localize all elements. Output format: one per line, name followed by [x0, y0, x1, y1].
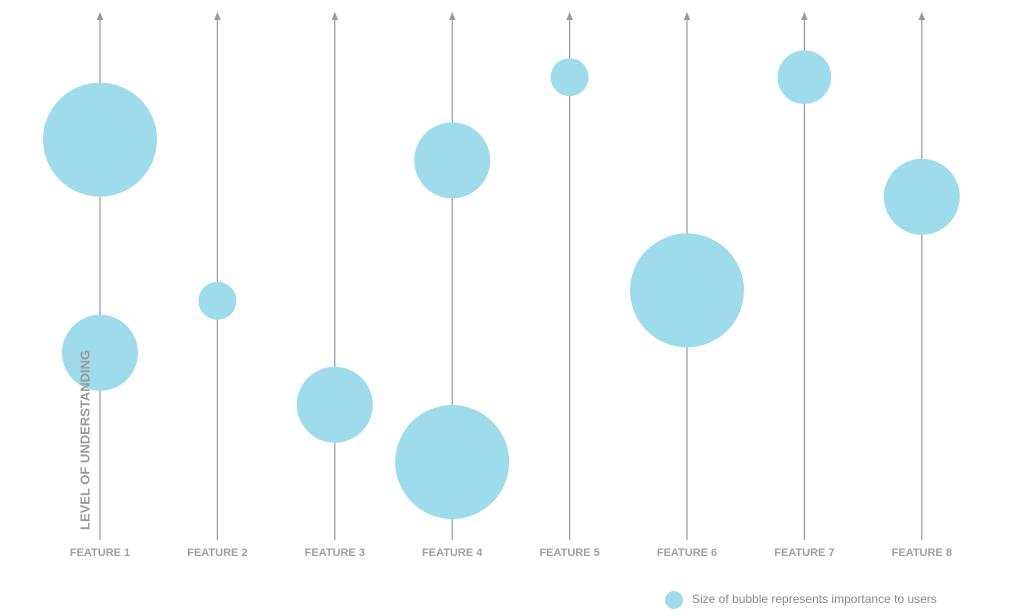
bubble [777, 50, 832, 105]
bubble [395, 405, 510, 519]
bubble [62, 314, 138, 391]
x-tick-label: FEATURE 3 [305, 547, 365, 559]
x-tick-label: FEATURE 1 [70, 547, 130, 559]
bubble [414, 122, 491, 199]
bubble [198, 281, 237, 320]
bubble [630, 233, 744, 348]
bubble [883, 158, 960, 235]
x-tick-label: FEATURE 6 [657, 547, 717, 559]
x-tick-label: FEATURE 8 [892, 547, 952, 559]
bubble [43, 82, 157, 197]
bubble [550, 58, 589, 97]
x-tick-label: FEATURE 7 [774, 547, 834, 559]
bubbles [43, 50, 960, 519]
labels: FEATURE 1 FEATURE 2 FEATURE 3 FEATURE 4 FEAT… [70, 547, 952, 559]
legend-text: Size of bubble represents importance to … [692, 592, 937, 606]
legend-swatch [665, 591, 683, 609]
x-tick-label: FEATURE 5 [539, 547, 599, 559]
bubble [296, 366, 373, 443]
y-axis-label: LEVEL OF UNDERSTANDING [77, 350, 92, 530]
x-tick-label: FEATURE 2 [187, 547, 247, 559]
x-tick-label: FEATURE 4 [422, 547, 483, 559]
